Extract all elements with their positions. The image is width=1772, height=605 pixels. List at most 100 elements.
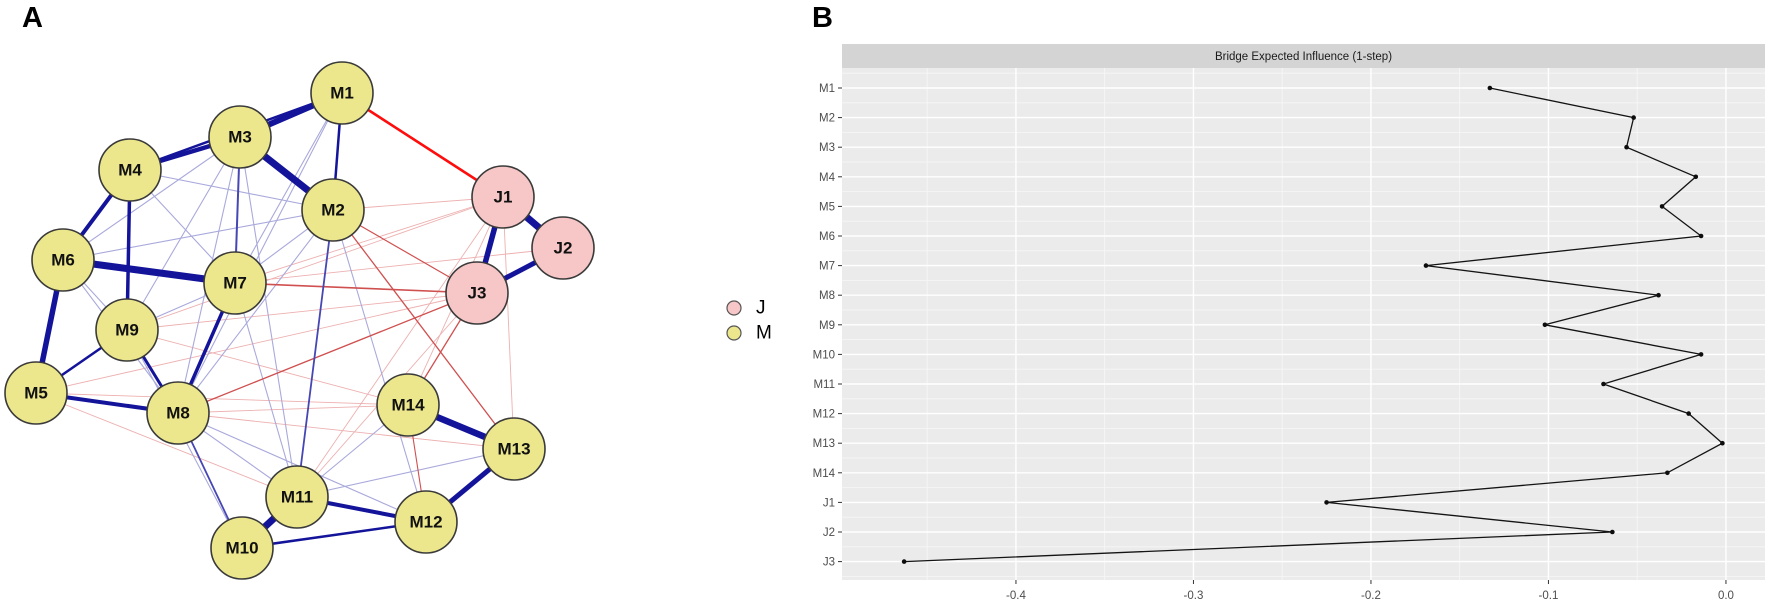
network-node-circle-M1[interactable]	[310, 61, 374, 125]
chart-point-M10[interactable]	[1698, 352, 1704, 357]
chart-gridlines	[842, 68, 1765, 580]
legend-label-M: M	[756, 323, 772, 344]
y-tick-label-M10: M10	[813, 349, 835, 361]
y-tick-label-M2: M2	[819, 113, 835, 125]
chart-point-M9[interactable]	[1542, 322, 1548, 328]
network-edge-M8-J3	[177, 292, 478, 414]
network-edge-M2-M11	[296, 209, 334, 498]
network-node-M14[interactable]: M14	[376, 373, 440, 437]
network-node-M11[interactable]: M11	[265, 465, 329, 529]
network-node-M10[interactable]: M10	[210, 516, 274, 580]
network-node-circle-M14[interactable]	[376, 373, 440, 437]
chart-point-M3[interactable]	[1624, 144, 1629, 150]
chart-point-M4[interactable]	[1693, 174, 1699, 180]
y-tick-label-M12: M12	[813, 409, 835, 421]
network-node-circle-M13[interactable]	[482, 417, 546, 481]
network-node-label-J1: J1	[494, 188, 513, 207]
y-tick-label-J2: J2	[823, 527, 835, 539]
network-node-circle-M11[interactable]	[265, 465, 329, 529]
network-node-circle-M8[interactable]	[146, 381, 210, 445]
network-node-label-M1: M1	[330, 84, 354, 103]
y-tick-label-M11: M11	[813, 379, 835, 391]
y-tick-label-M13: M13	[813, 438, 835, 450]
network-node-circle-J3[interactable]	[445, 261, 509, 325]
chart-point-M7[interactable]	[1423, 263, 1429, 268]
network-node-circle-M12[interactable]	[394, 490, 458, 554]
y-tick-label-M7: M7	[819, 261, 835, 273]
network-edge-J3-M5	[35, 292, 478, 394]
network-nodes: M1 M2 M3 M4 M5 M6 M7 M8 M9 M10 M11 M12 M13 M14 J1 J2 J3	[4, 61, 595, 580]
network-node-circle-M9[interactable]	[95, 298, 159, 362]
panel-a-label: A	[22, 2, 43, 34]
network-node-circle-M2[interactable]	[301, 178, 365, 242]
network-edge-M2-M6	[62, 209, 334, 261]
network-edge-M2-M8	[177, 209, 334, 414]
network-node-circle-M3[interactable]	[208, 105, 272, 169]
network-node-J2[interactable]: J2	[531, 216, 595, 280]
network-node-M9[interactable]: M9	[95, 298, 159, 362]
legend-swatch-J	[726, 300, 742, 316]
chart-point-J3[interactable]	[901, 559, 907, 564]
chart-point-M1[interactable]	[1487, 85, 1493, 91]
chart-point-J2[interactable]	[1610, 529, 1615, 535]
network-node-label-M8: M8	[166, 404, 190, 423]
network-node-M5[interactable]: M5	[4, 361, 68, 425]
network-node-circle-M5[interactable]	[4, 361, 68, 425]
network-node-M12[interactable]: M12	[394, 490, 458, 554]
chart-panel-background	[842, 68, 1765, 580]
network-edge-M3-M6	[62, 136, 241, 261]
network-node-label-M10: M10	[225, 539, 258, 558]
network-node-M2[interactable]: M2	[301, 178, 365, 242]
chart-point-M2[interactable]	[1631, 115, 1636, 120]
chart-x-axis: -0.4 -0.3 -0.2 -0.1 0.0	[1006, 580, 1734, 602]
network-node-circle-M10[interactable]	[210, 516, 274, 580]
network-node-circle-J1[interactable]	[471, 165, 535, 229]
chart-point-M11[interactable]	[1601, 381, 1606, 387]
network-node-M1[interactable]: M1	[310, 61, 374, 125]
network-edge-M1-M7	[234, 92, 343, 284]
network-node-M7[interactable]: M7	[203, 251, 267, 315]
network-edge-M3-M9	[126, 136, 241, 331]
network-edge-M9-M14	[126, 329, 409, 406]
network-edge-J3-M9	[126, 292, 478, 331]
x-tick-label--0.2: -0.2	[1361, 590, 1381, 602]
network-node-M13[interactable]: M13	[482, 417, 546, 481]
chart-point-M6[interactable]	[1698, 233, 1704, 239]
network-node-circle-M6[interactable]	[31, 228, 95, 292]
network-node-M6[interactable]: M6	[31, 228, 95, 292]
network-edge-M8-M14	[177, 404, 409, 414]
network-node-label-M6: M6	[51, 251, 75, 270]
network-edge-M4-M2	[129, 169, 334, 211]
network-edge-M3-M11	[239, 136, 298, 498]
x-tick-label--0.4: -0.4	[1006, 590, 1026, 602]
network-node-circle-M4[interactable]	[98, 138, 162, 202]
network-node-M4[interactable]: M4	[98, 138, 162, 202]
network-node-J3[interactable]: J3	[445, 261, 509, 325]
network-edge-M1-J1	[340, 91, 505, 199]
chart-point-M13[interactable]	[1720, 440, 1725, 446]
network-node-label-J2: J2	[554, 239, 573, 258]
x-tick-label-0.0: 0.0	[1718, 590, 1734, 602]
chart-point-M5[interactable]	[1659, 204, 1665, 209]
network-node-J1[interactable]: J1	[471, 165, 535, 229]
y-tick-label-J1: J1	[823, 497, 835, 509]
chart-point-M14[interactable]	[1665, 470, 1670, 476]
chart-point-J1[interactable]	[1324, 500, 1329, 505]
network-node-M8[interactable]: M8	[146, 381, 210, 445]
network-node-label-J3: J3	[468, 284, 487, 303]
network-edge-M2-M12	[332, 209, 427, 523]
network-node-circle-J2[interactable]	[531, 216, 595, 280]
chart-title: Bridge Expected Influence (1-step)	[1215, 51, 1392, 63]
y-tick-label-M5: M5	[819, 201, 835, 213]
chart-title-strip	[842, 44, 1765, 68]
network-edge-J1-M7	[234, 196, 504, 284]
chart-point-M12[interactable]	[1686, 411, 1691, 416]
chart-point-M8[interactable]	[1656, 292, 1661, 298]
network-legend: JM	[726, 298, 772, 344]
y-tick-label-M8: M8	[819, 290, 835, 302]
y-tick-label-M9: M9	[819, 320, 835, 332]
network-node-circle-M7[interactable]	[203, 251, 267, 315]
network-edge-M2-M13	[332, 209, 515, 450]
network-node-label-M13: M13	[497, 440, 530, 459]
network-node-M3[interactable]: M3	[208, 105, 272, 169]
